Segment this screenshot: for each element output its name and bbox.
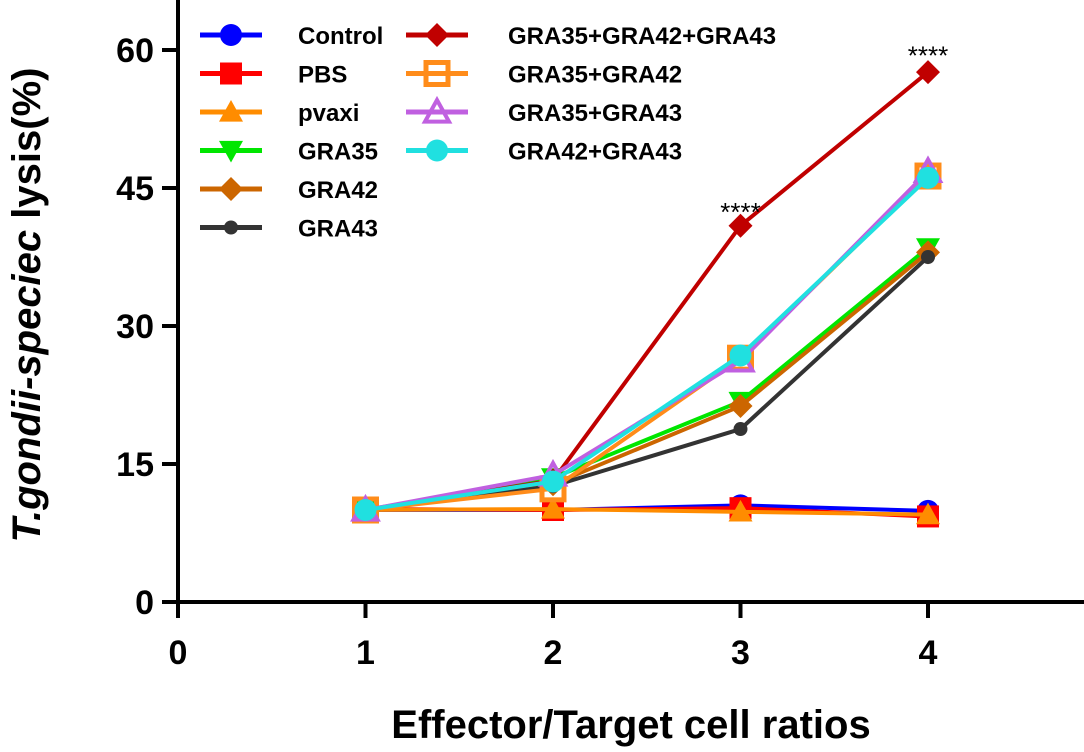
data-point (542, 470, 564, 493)
series-gra35 (353, 238, 940, 522)
x-tick-label: 3 (731, 634, 750, 672)
series-gra35-gra42-gra43 (353, 60, 940, 522)
axes (176, 0, 1084, 604)
data-point (916, 60, 940, 85)
data-point (354, 499, 377, 521)
x-tick-label: 2 (544, 634, 563, 672)
legend-marker (425, 23, 449, 47)
legend-marker (219, 100, 243, 122)
series-gra35-gra43 (350, 155, 944, 522)
series-layer (350, 60, 944, 528)
y-tick-label: 60 (116, 32, 154, 70)
data-point (917, 166, 939, 189)
legend-item-gra42: GRA42 (200, 177, 378, 204)
significance-annotation: **** (720, 197, 760, 227)
y-axis-label-rest: lysis(%) (5, 68, 49, 230)
legend-label: GRA35+GRA42+GRA43 (508, 23, 776, 50)
data-point (921, 250, 935, 264)
legend-marker (224, 220, 238, 235)
legend-marker (219, 177, 243, 201)
legend-item-control: Control (200, 23, 383, 50)
legend-marker (219, 140, 243, 163)
x-tick-label: 4 (919, 634, 938, 672)
series-gra42 (353, 240, 940, 522)
legend-label: PBS (298, 62, 347, 89)
legend-label: GRA35+GRA42 (508, 62, 682, 89)
y-tick-label: 15 (116, 446, 154, 484)
legend: Control PBS pvaxi GRA35 GRA42 GRA43 GRA35+GRA4… (200, 23, 776, 243)
series-line (365, 174, 930, 512)
legend-item-pvaxi: pvaxi (200, 100, 359, 127)
legend-label: GRA35+GRA43 (508, 100, 682, 127)
legend-marker (423, 60, 451, 87)
data-point (728, 213, 753, 238)
data-point (729, 344, 752, 367)
data-point (541, 497, 565, 519)
series-line (365, 255, 930, 512)
data-point (916, 502, 940, 525)
y-tick-label: 30 (116, 308, 154, 346)
series-gra35-gra42 (352, 162, 942, 524)
legend-item-gra35-gra43: GRA35+GRA43 (406, 95, 682, 127)
y-tick-label: 0 (135, 584, 154, 622)
legend-item-gra35: GRA35 (200, 139, 378, 166)
legend-label: GRA43 (298, 216, 378, 243)
data-point (728, 394, 753, 419)
annotations: **** **** (720, 40, 948, 226)
legend-item-gra43: GRA43 (200, 216, 378, 243)
series-line (365, 250, 930, 512)
significance-annotation: **** (908, 40, 948, 70)
legend-marker (426, 139, 448, 162)
legend-label: GRA35 (298, 139, 378, 166)
x-tick-label: 1 (356, 634, 375, 672)
series-line (365, 176, 930, 512)
legend-label: pvaxi (298, 100, 359, 127)
y-axis-label-italic: T.gondii-speciec (5, 230, 49, 543)
legend-item-gra35-gra42: GRA35+GRA42 (406, 60, 682, 89)
legend-label: GRA42+GRA43 (508, 139, 682, 166)
legend-item-gra35-gra42-gra43: GRA35+GRA42+GRA43 (406, 23, 776, 50)
legend-marker (220, 24, 242, 46)
legend-item-pbs: PBS (200, 62, 347, 89)
series-line (365, 507, 929, 517)
y-tick-label: 45 (116, 170, 154, 208)
series-gra43 (358, 250, 935, 517)
legend-marker (421, 95, 453, 124)
series-gra42-gra43 (354, 166, 939, 521)
legend-marker (220, 62, 242, 85)
y-axis-label: T.gondii-speciec lysis(%) (5, 68, 49, 543)
legend-item-gra42-gra43: GRA42+GRA43 (406, 139, 682, 166)
data-point (733, 422, 748, 437)
legend-label: GRA42 (298, 177, 378, 204)
ticks: 0 15 30 45 60 0 1 2 3 4 (116, 32, 937, 672)
data-point (728, 499, 753, 522)
x-axis-label: Effector/Target cell ratios (391, 703, 870, 747)
series-line (365, 246, 930, 512)
x-tick-label: 0 (169, 634, 188, 672)
legend-label: Control (298, 23, 383, 50)
